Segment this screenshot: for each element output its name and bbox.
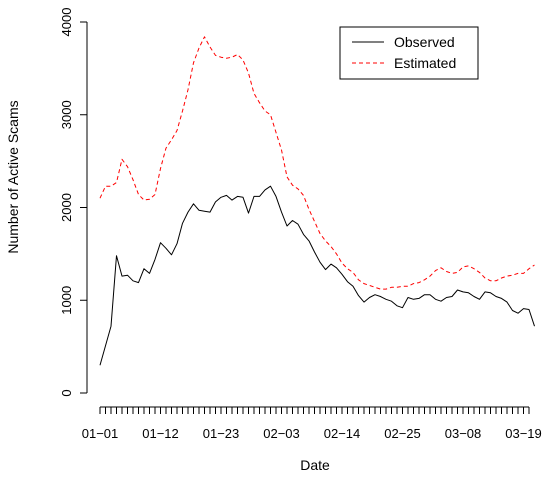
x-axis-label: Date: [300, 457, 330, 473]
x-tick-label: 02−25: [384, 426, 421, 441]
plot-frame: 0 1000 2000 3000 4000 01−01 01−12 01−23 02−03 02…: [59, 8, 542, 441]
y-axis-label: Number of Active Scams: [5, 100, 21, 253]
x-tick-label: 01−01: [82, 426, 119, 441]
series-line-estimated: [99, 36, 535, 290]
y-axis-ticks: 0 1000 2000 3000 4000: [59, 8, 87, 397]
x-tick-label: 01−12: [142, 426, 179, 441]
x-tick-label: 02−14: [324, 426, 361, 441]
y-tick-label: 0: [59, 389, 74, 396]
legend-label-observed: Observed: [394, 34, 455, 50]
series-layer: [99, 36, 535, 366]
y-tick-label: 4000: [59, 8, 74, 37]
series-line-observed: [99, 185, 535, 366]
legend-box: [339, 26, 479, 80]
legend: Observed Estimated: [339, 26, 479, 80]
legend-label-estimated: Estimated: [394, 55, 456, 71]
y-tick-label: 1000: [59, 286, 74, 315]
y-tick-label: 2000: [59, 193, 74, 222]
x-tick-label: 03−19: [505, 426, 542, 441]
y-tick-label: 3000: [59, 100, 74, 129]
x-tick-label: 03−08: [445, 426, 482, 441]
x-tick-label: 02−03: [263, 426, 300, 441]
x-axis-ticks: 01−01 01−12 01−23 02−03 02−14 02−25 03−08 03−19: [82, 407, 542, 441]
x-tick-label: 01−23: [203, 426, 240, 441]
